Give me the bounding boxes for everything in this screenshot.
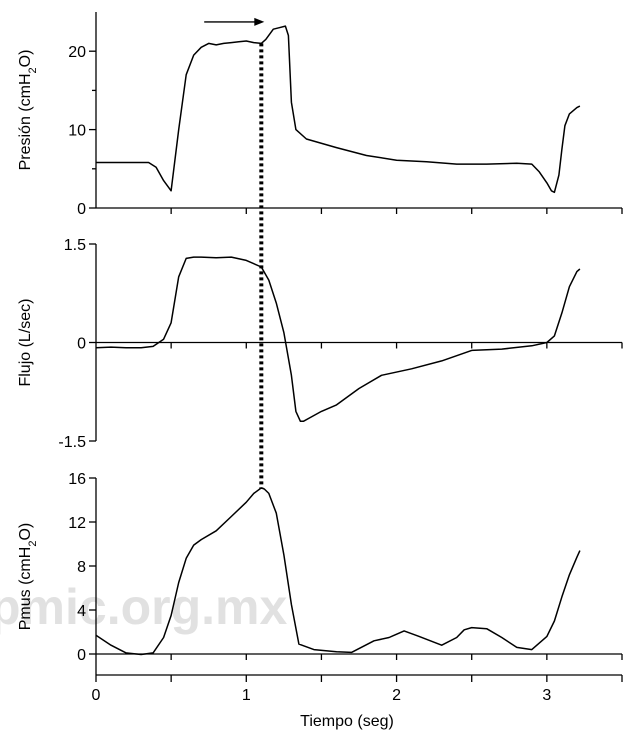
y-tick-label-pmus: 4 (77, 603, 86, 620)
panel-presion: 0 10 20 Presión (cmH2O) (17, 12, 623, 218)
chart-panels: 0 10 20 Presión (cmH2O) -1.5 0 1.5 Flujo (L/sec… (17, 12, 623, 675)
y-label-pmus: Pmus (cmH2O) (17, 523, 39, 630)
annotations (204, 17, 265, 489)
y-label-flujo: Flujo (L/sec) (17, 298, 34, 386)
arrow-head (254, 17, 265, 26)
y-label-presion: Presión (cmH2O) (17, 50, 39, 171)
panel-pmus: 0 4 8 12 16 Pmus (cmH2O) (17, 471, 623, 675)
x-tick-label: 1 (242, 687, 251, 704)
y-tick-label-presion: 0 (77, 201, 86, 218)
trace-presion (96, 25, 581, 194)
y-tick-label-pmus: 16 (68, 471, 86, 488)
trace-flujo (95, 256, 581, 423)
x-tick-label: 0 (92, 687, 101, 704)
x-tick-label: 2 (392, 687, 401, 704)
x-axis: 0 1 2 3 Tiempo (seg) (92, 674, 623, 730)
y-tick-label-pmus: 8 (77, 559, 86, 576)
x-axis-label: Tiempo (seg) (300, 713, 394, 730)
y-tick-label-presion: 20 (68, 44, 86, 61)
y-tick-label-presion: 10 (68, 123, 86, 140)
watermark: pmic.org.mx (0, 579, 287, 635)
y-tick-label-flujo: 1.5 (64, 237, 86, 254)
y-tick-label-pmus: 12 (68, 515, 86, 532)
y-tick-label-pmus: 0 (77, 647, 86, 664)
y-tick-label-flujo: -1.5 (58, 434, 86, 451)
y-tick-label-flujo: 0 (77, 336, 86, 353)
trace-pmus (95, 487, 581, 656)
x-tick-label: 3 (542, 687, 551, 704)
panel-flujo: -1.5 0 1.5 Flujo (L/sec) (17, 237, 623, 451)
